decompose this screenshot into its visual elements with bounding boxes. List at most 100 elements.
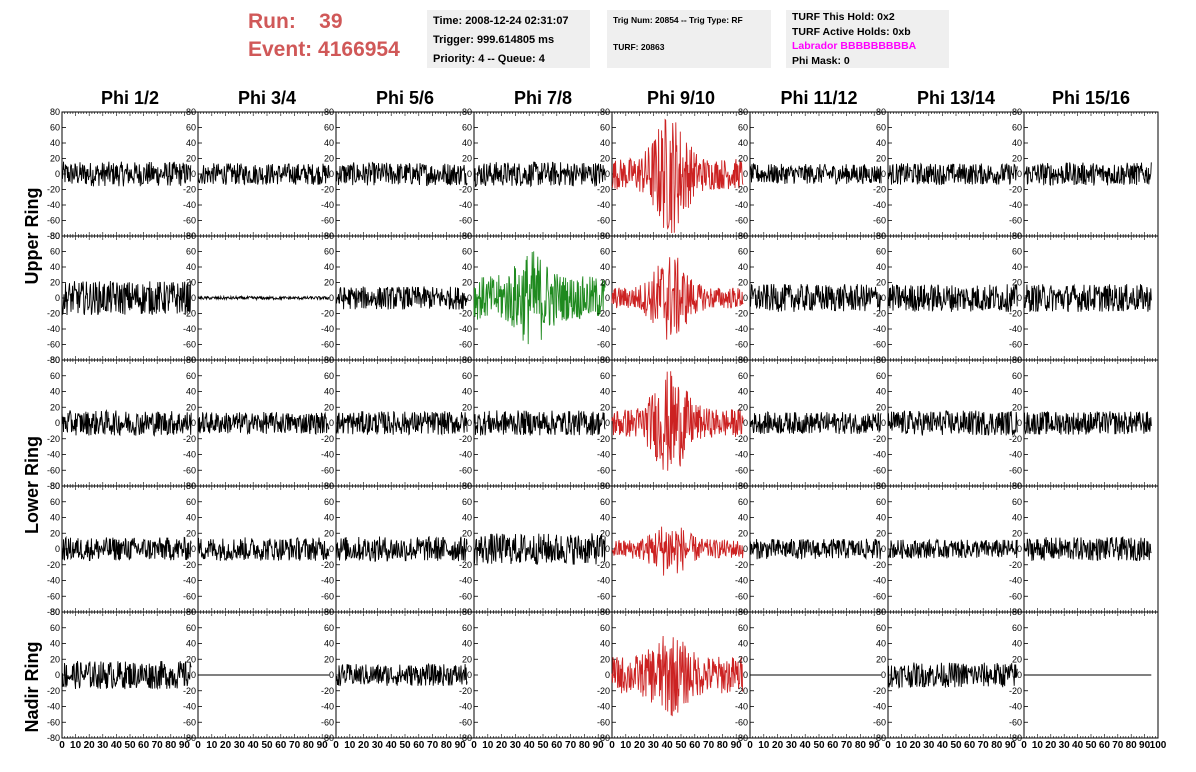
y-tick-label: 20 [876,154,886,164]
y-tick-label: 40 [600,262,610,272]
x-tick-label: 70 [703,740,715,751]
y-tick-label: 40 [876,639,886,649]
y-tick-label: 20 [50,278,60,288]
y-tick-label: -60 [183,340,196,350]
turf-hold-info: TURF This Hold: 0x2 TURF Active Holds: 0… [786,10,949,68]
y-tick-label: 0 [881,544,886,554]
y-tick-label: 80 [324,231,334,241]
x-tick-label: 80 [165,740,177,751]
waveform-trace [61,280,192,316]
y-tick-label: -40 [735,702,748,712]
y-tick-label: -40 [873,576,886,586]
y-tick-label: 20 [50,528,60,538]
y-tick-label: 80 [462,481,472,491]
x-tick-label: 20 [358,740,370,751]
time-line: Time: 2008-12-24 02:31:07 [433,15,569,27]
y-tick-label: 80 [186,607,196,617]
y-tick-label: -20 [735,560,748,570]
y-tick-label: -20 [1009,560,1022,570]
y-tick-label: -60 [459,465,472,475]
y-tick-label: 80 [186,481,196,491]
y-tick-label: 60 [600,371,610,381]
y-tick-label: 20 [186,528,196,538]
y-tick-label: 0 [881,670,886,680]
y-tick-label: -20 [47,686,60,696]
y-tick-label: 80 [462,355,472,365]
y-tick-label: 0 [881,169,886,179]
y-tick-label: -20 [183,434,196,444]
y-tick-label: -40 [459,576,472,586]
y-tick-label: -60 [321,465,334,475]
y-tick-label: 40 [186,639,196,649]
y-tick-label: -40 [321,324,334,334]
y-tick-label: -80 [321,733,334,743]
y-tick-label: -20 [1009,434,1022,444]
y-tick-label: 40 [324,138,334,148]
x-tick-label: 10 [758,740,770,751]
y-tick-label: -40 [597,324,610,334]
y-tick-label: 0 [743,670,748,680]
y-tick-label: 40 [1012,639,1022,649]
y-tick-label: 0 [55,670,60,680]
x-tick-label: 60 [413,740,425,751]
x-tick-label: 30 [97,740,109,751]
waveform-trace [611,635,744,717]
y-tick-label: 80 [738,481,748,491]
y-tick-label: 40 [462,138,472,148]
y-tick-label: 80 [1012,355,1022,365]
y-tick-label: 0 [467,293,472,303]
y-tick-label: 40 [600,639,610,649]
x-tick-label: 40 [111,740,123,751]
phi-mask-line: Phi Mask: 0 [792,54,850,67]
y-tick-label: 20 [324,278,334,288]
y-tick-label: 40 [1012,387,1022,397]
y-tick-label: 40 [186,262,196,272]
time-trigger-info: Time: 2008-12-24 02:31:07 Trigger: 999.6… [427,10,590,68]
x-tick-label: 20 [634,740,646,751]
column-header: Phi 13/14 [917,88,995,108]
y-tick-label: 0 [605,544,610,554]
y-tick-label: -60 [1009,340,1022,350]
waveform-trace [473,533,606,565]
y-tick-label: 80 [600,107,610,117]
y-tick-label: 80 [50,231,60,241]
y-tick-label: -20 [47,434,60,444]
y-tick-label: 60 [324,247,334,257]
waveform-trace [61,660,192,691]
y-tick-label: 0 [1017,418,1022,428]
x-tick-label: 40 [662,740,674,751]
y-tick-label: 80 [186,107,196,117]
y-tick-label: 40 [186,513,196,523]
y-tick-label: 40 [50,138,60,148]
y-tick-label: 0 [1017,293,1022,303]
x-tick-label: 70 [152,740,164,751]
y-tick-label: 80 [50,607,60,617]
x-tick-label: 50 [124,740,136,751]
y-tick-label: 0 [743,169,748,179]
y-tick-label: 0 [55,169,60,179]
y-tick-label: 60 [1012,623,1022,633]
y-tick-label: -20 [873,434,886,444]
x-tick-label: 90 [455,740,467,751]
y-tick-label: 0 [605,293,610,303]
priority-line: Priority: 4 -- Queue: 4 [433,53,545,65]
y-tick-label: -40 [459,324,472,334]
x-tick-label: 70 [565,740,577,751]
y-tick-label: 20 [324,402,334,412]
y-tick-label: -60 [735,340,748,350]
y-tick-label: 20 [50,402,60,412]
y-tick-label: 60 [462,497,472,507]
y-tick-label: -20 [459,185,472,195]
y-tick-label: 60 [50,247,60,257]
y-tick-label: 20 [738,654,748,664]
x-tick-label: 80 [717,740,729,751]
